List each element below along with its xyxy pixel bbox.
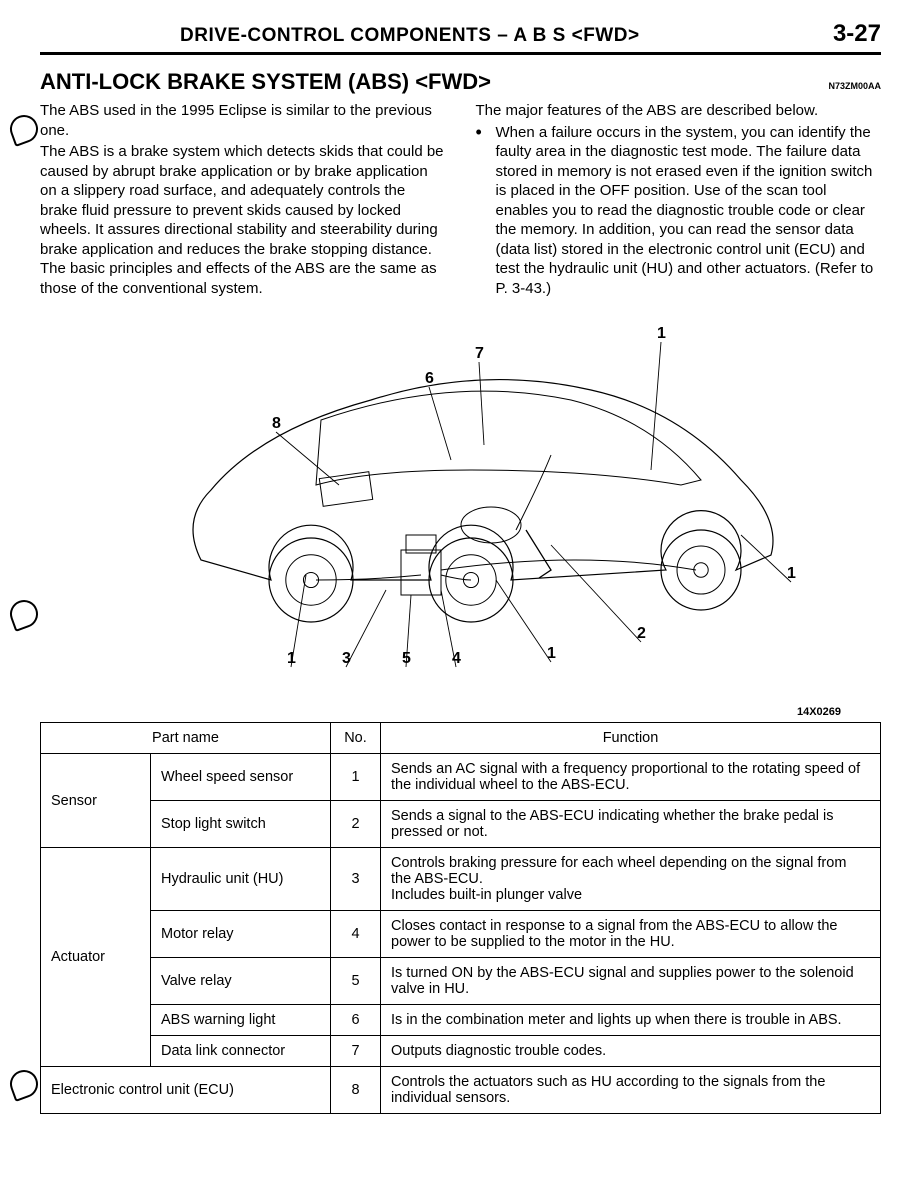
left-column: The ABS used in the 1995 Eclipse is simi… — [40, 101, 446, 300]
svg-text:1: 1 — [657, 325, 666, 342]
svg-text:2: 2 — [637, 625, 646, 642]
table-row: Electronic control unit (ECU)8Controls t… — [41, 1067, 881, 1114]
svg-text:8: 8 — [272, 415, 281, 432]
number-cell: 6 — [331, 1005, 381, 1036]
part-name-cell: Hydraulic unit (HU) — [151, 848, 331, 911]
table-row: Data link connector7Outputs diagnostic t… — [41, 1036, 881, 1067]
svg-text:6: 6 — [425, 370, 434, 387]
category-cell: Electronic control unit (ECU) — [41, 1067, 331, 1114]
table-row: Stop light switch2Sends a signal to the … — [41, 801, 881, 848]
function-cell: Is in the combination meter and lights u… — [381, 1005, 881, 1036]
punch-hole — [6, 1066, 42, 1102]
svg-text:1: 1 — [787, 565, 796, 582]
svg-text:7: 7 — [475, 345, 484, 362]
part-name-cell: ABS warning light — [151, 1005, 331, 1036]
function-cell: Controls braking pressure for each wheel… — [381, 848, 881, 911]
car-diagram: 1 7 6 8 1 2 1 4 5 3 1 — [121, 320, 801, 700]
svg-text:5: 5 — [402, 650, 411, 667]
svg-text:1: 1 — [547, 645, 556, 662]
svg-text:3: 3 — [342, 650, 351, 667]
bullet-icon: • — [476, 123, 496, 301]
function-cell: Closes contact in response to a signal f… — [381, 911, 881, 958]
function-cell: Controls the actuators such as HU accord… — [381, 1067, 881, 1114]
right-column: The major features of the ABS are descri… — [476, 101, 882, 300]
number-cell: 5 — [331, 958, 381, 1005]
part-name-cell: Data link connector — [151, 1036, 331, 1067]
punch-hole — [6, 596, 42, 632]
part-name-cell: Wheel speed sensor — [151, 754, 331, 801]
section-header: ANTI-LOCK BRAKE SYSTEM (ABS) <FWD> N73ZM… — [40, 69, 881, 95]
table-header-func: Function — [381, 723, 881, 754]
paragraph: The ABS is a brake system which detects … — [40, 142, 446, 298]
number-cell: 2 — [331, 801, 381, 848]
function-cell: Outputs diagnostic trouble codes. — [381, 1036, 881, 1067]
doc-code: N73ZM00AA — [828, 81, 881, 91]
table-row: ActuatorHydraulic unit (HU)3Controls bra… — [41, 848, 881, 911]
parts-table: Part name No. Function SensorWheel speed… — [40, 722, 881, 1114]
figure-code: 14X0269 — [40, 706, 841, 718]
category-cell: Actuator — [41, 848, 151, 1067]
svg-text:4: 4 — [452, 650, 461, 667]
table-row: ABS warning light6Is in the combination … — [41, 1005, 881, 1036]
paragraph: When a failure occurs in the system, you… — [496, 123, 882, 299]
page-number: 3-27 — [833, 20, 881, 48]
table-header-no: No. — [331, 723, 381, 754]
page-header: DRIVE-CONTROL COMPONENTS – A B S <FWD> 3… — [40, 20, 881, 55]
punch-hole — [6, 111, 42, 147]
function-cell: Sends a signal to the ABS-ECU indicating… — [381, 801, 881, 848]
table-row: Valve relay5Is turned ON by the ABS-ECU … — [41, 958, 881, 1005]
part-name-cell: Valve relay — [151, 958, 331, 1005]
number-cell: 3 — [331, 848, 381, 911]
category-cell: Sensor — [41, 754, 151, 848]
table-row: Motor relay4Closes contact in response t… — [41, 911, 881, 958]
table-row: SensorWheel speed sensor1Sends an AC sig… — [41, 754, 881, 801]
paragraph: The major features of the ABS are descri… — [476, 101, 882, 121]
paragraph: The ABS used in the 1995 Eclipse is simi… — [40, 101, 446, 140]
number-cell: 7 — [331, 1036, 381, 1067]
table-header-part: Part name — [41, 723, 331, 754]
section-title: ANTI-LOCK BRAKE SYSTEM (ABS) <FWD> — [40, 69, 491, 95]
svg-text:1: 1 — [287, 650, 296, 667]
number-cell: 1 — [331, 754, 381, 801]
part-name-cell: Stop light switch — [151, 801, 331, 848]
body-columns: The ABS used in the 1995 Eclipse is simi… — [40, 101, 881, 300]
header-title: DRIVE-CONTROL COMPONENTS – A B S <FWD> — [180, 25, 640, 47]
number-cell: 8 — [331, 1067, 381, 1114]
function-cell: Sends an AC signal with a frequency prop… — [381, 754, 881, 801]
function-cell: Is turned ON by the ABS-ECU signal and s… — [381, 958, 881, 1005]
number-cell: 4 — [331, 911, 381, 958]
part-name-cell: Motor relay — [151, 911, 331, 958]
